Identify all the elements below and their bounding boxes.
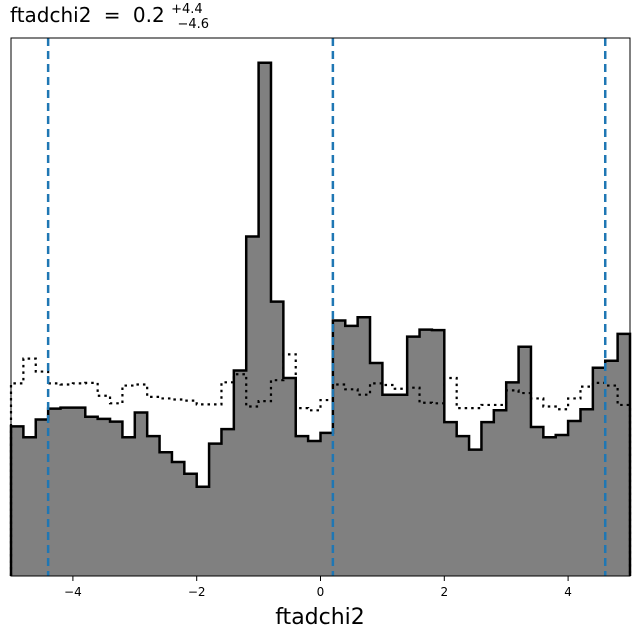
- histogram-bar: [543, 437, 557, 576]
- dotted-histogram-outline: [9, 353, 632, 576]
- title-upper-error: +4.4: [171, 2, 203, 17]
- histogram-bar: [270, 301, 284, 576]
- histogram-bar: [481, 422, 495, 576]
- histogram-bar: [184, 473, 198, 576]
- histogram-bar: [23, 437, 37, 576]
- histogram-bar: [134, 412, 148, 576]
- histogram-bar: [35, 419, 49, 576]
- histogram-bar: [431, 330, 445, 576]
- plot-area: [9, 38, 632, 577]
- reference-lines: [46, 38, 607, 576]
- x-axis-ticks: −4 −2 0 2 4: [64, 576, 572, 599]
- histogram-bar: [518, 346, 532, 576]
- x-tick-label: 2: [440, 585, 448, 599]
- x-tick-label: 0: [317, 585, 325, 599]
- histogram-bar: [221, 429, 235, 576]
- histogram-bar: [60, 407, 74, 576]
- histogram-bar: [48, 408, 61, 576]
- histogram-bar: [345, 325, 359, 576]
- dotted-histogram: [9, 353, 632, 576]
- histogram-bar: [233, 370, 247, 576]
- histogram-bar: [72, 407, 86, 576]
- histogram-bar: [382, 394, 396, 576]
- histogram-bar: [122, 437, 136, 576]
- filled-histogram: [9, 61, 632, 577]
- histogram-bar: [530, 426, 544, 576]
- title-lower-error: −4.6: [177, 17, 209, 32]
- chart-title: ftadchi2 = 0.2 +4.4 −4.6: [10, 0, 209, 32]
- histogram-bar: [617, 333, 631, 576]
- histogram-bar: [147, 436, 160, 576]
- histogram-bar: [605, 360, 619, 576]
- histogram-bar: [419, 329, 433, 576]
- histogram-bar: [11, 426, 24, 576]
- title-equals: =: [104, 3, 121, 27]
- histogram-bar: [332, 320, 346, 576]
- x-tick-label: 4: [564, 585, 572, 599]
- title-value: 0.2: [133, 3, 165, 27]
- histogram-bar: [592, 367, 606, 576]
- x-axis-label: ftadchi2: [275, 605, 365, 630]
- histogram-bar: [308, 440, 321, 576]
- histogram-bar: [469, 449, 482, 576]
- histogram-bar: [209, 443, 222, 576]
- histogram-bar: [85, 416, 99, 576]
- histogram-bar: [506, 382, 519, 576]
- histogram-bar: [159, 452, 173, 576]
- histogram-bar: [555, 435, 569, 576]
- histogram-bar: [283, 378, 297, 576]
- histogram-bar: [394, 394, 408, 576]
- filled-histogram-outline: [9, 61, 632, 576]
- histogram-bar: [568, 421, 581, 576]
- histogram-bar: [320, 432, 334, 576]
- histogram-bar: [295, 436, 309, 576]
- x-tick-label: −4: [64, 585, 82, 599]
- histogram-bar: [456, 436, 470, 576]
- histogram-bar: [258, 62, 272, 577]
- histogram-bar: [97, 418, 111, 576]
- histogram-bar: [171, 461, 185, 576]
- histogram-bar: [370, 362, 383, 576]
- histogram-bar: [196, 486, 210, 576]
- histogram-bar: [246, 236, 259, 576]
- histogram-bar: [357, 317, 371, 576]
- histogram-bar: [493, 410, 507, 576]
- histogram-bar: [444, 422, 458, 576]
- histogram-bar: [407, 336, 420, 576]
- title-lhs: ftadchi2: [10, 3, 91, 27]
- histogram-bar: [110, 421, 123, 576]
- histogram-bar: [580, 409, 594, 576]
- x-tick-label: −2: [188, 585, 206, 599]
